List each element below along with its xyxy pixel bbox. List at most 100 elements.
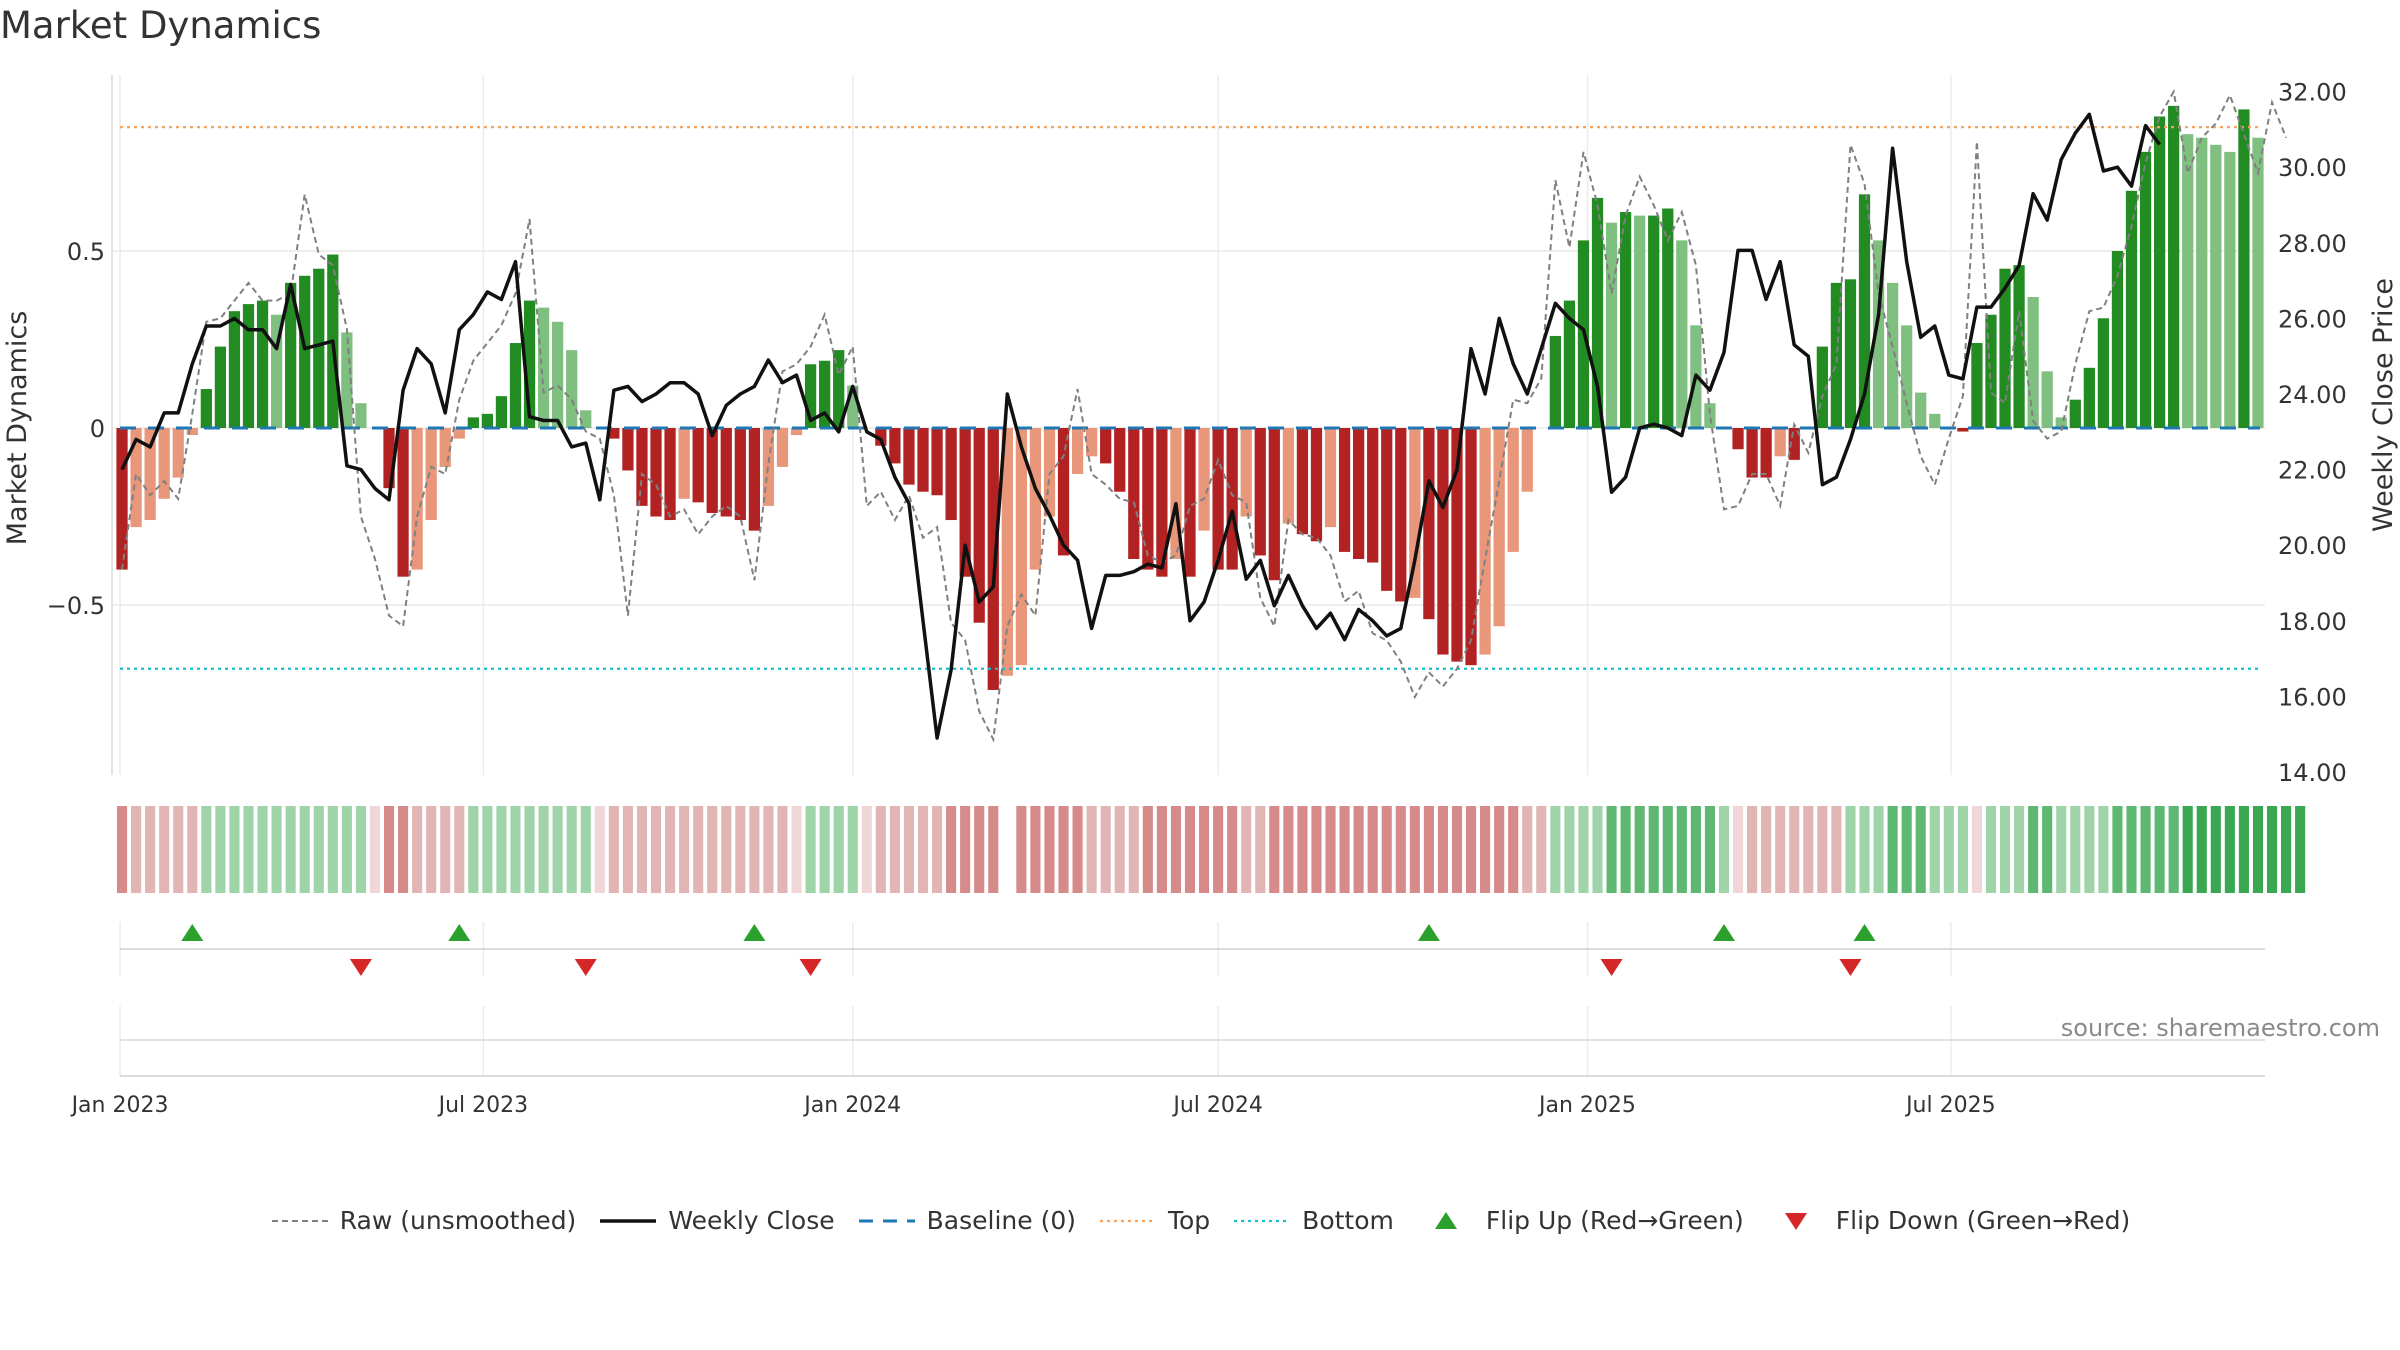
y-tick-label-left: 0 bbox=[90, 415, 105, 443]
flip-down-marker bbox=[349, 959, 372, 976]
regime-strip-cell bbox=[440, 806, 451, 893]
dynamics-bar bbox=[973, 428, 985, 623]
dynamics-bar bbox=[664, 428, 676, 521]
flip-down-legend-marker bbox=[1784, 1212, 1807, 1230]
legend-item: Flip Up (Red→Green) bbox=[1416, 1206, 1744, 1235]
dynamics-bar bbox=[1324, 428, 1337, 528]
dynamics-bar bbox=[1353, 428, 1365, 559]
dynamics-bar bbox=[411, 428, 423, 570]
dynamics-bar bbox=[270, 314, 283, 428]
legend-swatch bbox=[1234, 1219, 1291, 1222]
dynamics-bar bbox=[158, 428, 170, 499]
regime-strip-cell bbox=[1957, 806, 1968, 893]
dynamics-bar bbox=[1816, 346, 1828, 428]
flip-down-marker bbox=[1839, 959, 1862, 976]
dynamics-bar bbox=[720, 428, 732, 517]
regime-strip-cell bbox=[1789, 806, 1800, 893]
regime-strip-cell bbox=[1409, 806, 1420, 893]
dynamics-bar bbox=[495, 396, 508, 428]
dynamics-bar bbox=[172, 428, 184, 478]
regime-strip-cell bbox=[1072, 806, 1083, 893]
y-tick-label-right: 18.00 bbox=[2278, 608, 2347, 636]
regime-strip-cell bbox=[1395, 806, 1406, 893]
regime-strip-cell bbox=[1550, 806, 1561, 893]
regime-strip-cell bbox=[482, 806, 493, 893]
dynamics-bar bbox=[1957, 428, 1969, 432]
dynamics-bar bbox=[214, 346, 227, 428]
legend-label: Bottom bbox=[1302, 1206, 1394, 1235]
regime-strip-cell bbox=[1662, 806, 1673, 893]
regime-strip-cell bbox=[1437, 806, 1448, 893]
regime-strip-cell bbox=[665, 806, 676, 893]
regime-strip-cell bbox=[1648, 806, 1659, 893]
regime-strip-cell bbox=[1283, 806, 1294, 893]
dynamics-bar bbox=[1844, 279, 1857, 428]
dynamics-bar bbox=[1788, 428, 1800, 460]
dynamics-bar bbox=[523, 300, 536, 428]
dynamics-bar bbox=[1634, 215, 1646, 428]
flip-down-marker bbox=[1600, 959, 1623, 976]
dynamics-bar bbox=[1367, 428, 1379, 563]
regime-strip-cell bbox=[1536, 806, 1547, 893]
dynamics-bar bbox=[1620, 212, 1632, 428]
y-tick-label-left: −0.5 bbox=[47, 592, 105, 620]
regime-strip-cell bbox=[1676, 806, 1687, 893]
regime-strip-cell bbox=[2295, 806, 2306, 893]
dynamics-bar bbox=[1451, 428, 1463, 662]
regime-strip-cell bbox=[735, 806, 746, 893]
regime-strip-cell bbox=[1339, 806, 1350, 893]
regime-strip-cell bbox=[721, 806, 732, 893]
dynamics-bar bbox=[1704, 403, 1716, 428]
regime-strip-cell bbox=[1367, 806, 1378, 893]
regime-strip-cell bbox=[707, 806, 718, 893]
dynamics-bar bbox=[256, 300, 269, 428]
dynamics-bar bbox=[1184, 428, 1196, 577]
regime-strip-cell bbox=[313, 806, 324, 893]
dynamics-bar bbox=[987, 428, 999, 690]
legend-swatch bbox=[1784, 1212, 1807, 1230]
dynamics-bar bbox=[875, 428, 887, 446]
dynamics-bar bbox=[425, 428, 437, 521]
regime-strip-cell bbox=[749, 806, 760, 893]
dynamics-bar bbox=[242, 304, 255, 428]
raw-unsmoothed-line bbox=[121, 88, 2288, 743]
regime-strip-cell bbox=[2196, 806, 2207, 893]
dynamics-bar bbox=[1282, 428, 1294, 524]
dynamics-bar bbox=[1338, 428, 1351, 552]
dynamics-bar bbox=[144, 428, 156, 521]
dynamics-bar bbox=[1381, 428, 1393, 591]
regime-strip-cell bbox=[1198, 806, 1210, 893]
dynamics-bar bbox=[1100, 428, 1112, 464]
dynamics-bar bbox=[397, 428, 409, 577]
dynamics-bar bbox=[228, 311, 241, 428]
regime-strip-cell bbox=[1128, 806, 1139, 893]
dynamics-bar bbox=[650, 428, 662, 517]
regime-strip-cell bbox=[2224, 806, 2235, 893]
dynamics-bar bbox=[622, 428, 634, 471]
regime-strip-cell bbox=[1803, 806, 1814, 893]
dynamics-bar bbox=[2097, 318, 2110, 428]
legend-label: Weekly Close bbox=[668, 1206, 835, 1235]
regime-strip-cell bbox=[2182, 806, 2193, 893]
regime-strip-cell bbox=[355, 806, 366, 893]
dynamics-bar bbox=[959, 428, 971, 577]
y-axis-label-left: Market Dynamics bbox=[2, 311, 33, 546]
regime-strip-cell bbox=[1592, 806, 1603, 893]
regime-strip-cell bbox=[791, 806, 802, 893]
regime-strip-cell bbox=[1845, 806, 1856, 893]
dynamics-bar bbox=[945, 428, 957, 521]
dynamics-bar bbox=[1493, 428, 1505, 627]
dynamics-bar bbox=[355, 403, 367, 428]
dynamics-bar bbox=[439, 428, 451, 467]
dynamics-bar bbox=[903, 428, 915, 485]
regime-strip-cell bbox=[917, 806, 929, 893]
regime-strip-cell bbox=[2084, 806, 2095, 893]
dynamics-bar bbox=[1015, 428, 1027, 666]
dynamics-bar bbox=[1746, 428, 1758, 478]
dynamics-bar bbox=[1240, 428, 1252, 517]
dynamics-bar bbox=[1071, 428, 1084, 475]
regime-strip-cell bbox=[1451, 806, 1463, 893]
dynamics-bar bbox=[566, 350, 578, 428]
dynamics-bar bbox=[2224, 151, 2236, 428]
regime-strip-cell bbox=[1634, 806, 1645, 893]
